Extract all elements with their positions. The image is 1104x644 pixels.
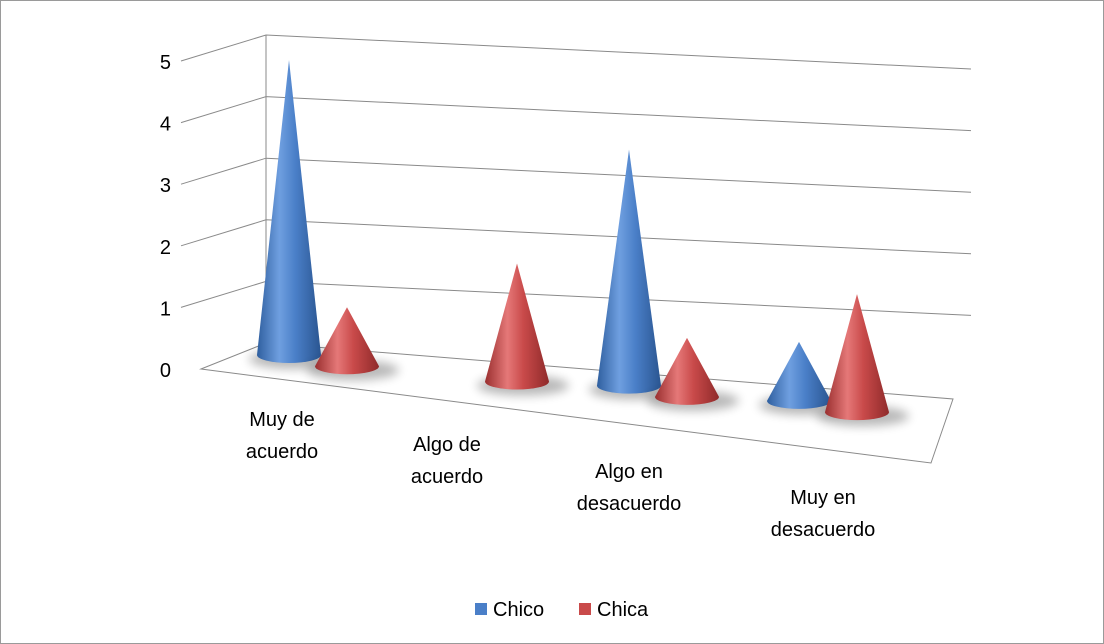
cone-body — [485, 263, 549, 390]
y-tick-label: 2 — [160, 237, 171, 259]
cone-body — [315, 307, 379, 375]
y-tick-label: 1 — [160, 298, 171, 320]
category-label: Algo en — [595, 461, 663, 483]
y-tick-label: 4 — [160, 114, 171, 136]
cone-chica — [307, 307, 399, 381]
category-label: acuerdo — [411, 466, 483, 488]
y-tick-label: 3 — [160, 175, 171, 197]
cone-body — [597, 149, 661, 394]
category-label: Algo de — [413, 434, 481, 456]
category-label: desacuerdo — [771, 519, 876, 541]
category-label: Muy en — [790, 487, 856, 509]
cone-chica — [477, 263, 569, 396]
category-label: desacuerdo — [577, 493, 682, 515]
legend-swatch — [579, 603, 591, 615]
cone-chico — [249, 60, 341, 369]
cone-chica — [647, 337, 739, 411]
cone-chica — [817, 294, 909, 427]
category-label: Muy de — [249, 409, 315, 431]
y-tick-label: 5 — [160, 52, 171, 74]
y-axis: 0 1 2 3 4 5 — [160, 52, 171, 382]
legend-swatch — [475, 603, 487, 615]
cone-body — [825, 294, 889, 421]
cone-body — [655, 337, 719, 405]
cone-body — [767, 341, 831, 409]
gridline — [180, 96, 972, 132]
cone-chico — [589, 149, 681, 400]
cone-body — [257, 60, 321, 363]
gridline — [180, 34, 972, 70]
legend: Chico Chica — [475, 599, 649, 621]
category-label: acuerdo — [246, 441, 318, 463]
y-tick-label: 0 — [160, 360, 171, 382]
legend-label: Chico — [493, 599, 544, 621]
legend-label: Chica — [597, 599, 649, 621]
x-axis: Muy de acuerdo Algo de acuerdo Algo en desacu… — [246, 409, 875, 541]
plot-area — [249, 60, 909, 427]
